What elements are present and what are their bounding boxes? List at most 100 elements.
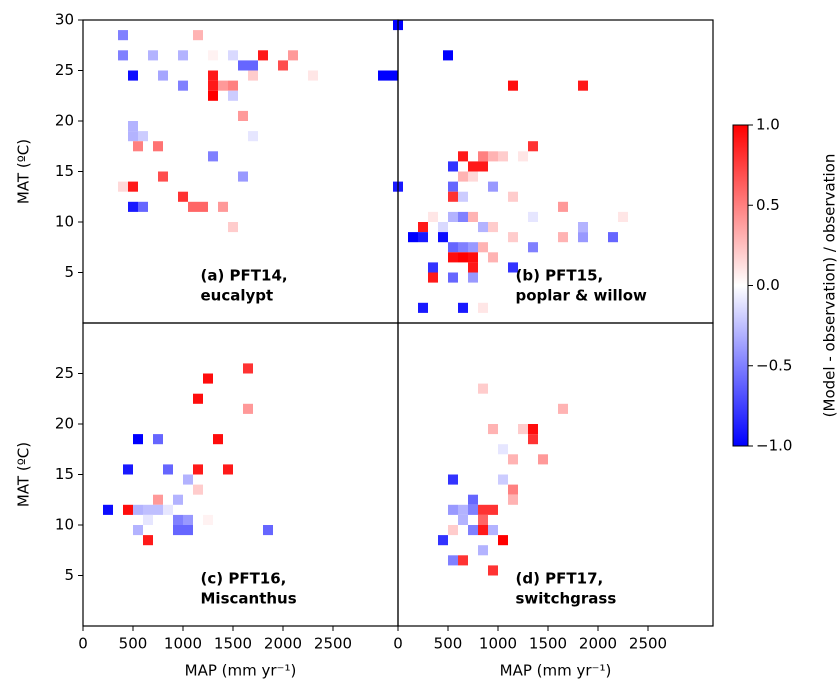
cell	[508, 484, 518, 495]
cell	[133, 525, 143, 536]
cell	[458, 191, 468, 202]
cell	[418, 222, 428, 233]
cell	[488, 565, 498, 576]
y-tick-label: 10	[55, 516, 74, 534]
y-tick-label: 30	[55, 11, 74, 29]
cell	[468, 252, 478, 263]
cell	[173, 514, 183, 525]
cell	[123, 504, 133, 515]
cell	[448, 555, 458, 566]
panel-annotation: (b) PFT15,	[516, 267, 604, 285]
cell	[458, 302, 468, 313]
cell	[133, 434, 143, 445]
cell	[478, 383, 488, 394]
cell	[223, 464, 233, 475]
panel-frame	[397, 322, 714, 627]
cell	[458, 504, 468, 515]
cell	[458, 555, 468, 566]
cell	[228, 222, 238, 233]
cell	[508, 80, 518, 91]
cell	[203, 514, 213, 525]
cell	[158, 70, 168, 81]
cell	[208, 90, 218, 101]
panel-annotation: eucalypt	[201, 287, 274, 305]
cell	[448, 161, 458, 172]
cell	[438, 222, 448, 233]
cell	[468, 242, 478, 253]
cell	[538, 454, 548, 465]
cell	[128, 201, 138, 212]
cell	[508, 494, 518, 505]
cell	[248, 60, 258, 71]
cell	[448, 504, 458, 515]
cell	[488, 424, 498, 435]
cell	[173, 494, 183, 505]
cell	[438, 232, 448, 243]
cell	[558, 232, 568, 243]
cell	[123, 464, 133, 475]
cell	[428, 262, 438, 273]
cell	[448, 272, 458, 283]
y-tick-label: 15	[55, 162, 74, 180]
cell	[208, 151, 218, 162]
cell	[478, 222, 488, 233]
cell	[178, 80, 188, 91]
cell	[428, 211, 438, 222]
cell	[458, 514, 468, 525]
cell	[308, 70, 318, 81]
cell	[128, 181, 138, 192]
x-tick-label: 1500	[214, 635, 252, 653]
cell	[163, 504, 173, 515]
cell	[213, 434, 223, 445]
cell	[488, 504, 498, 515]
y-axis-label: MAT (ºC)	[15, 442, 33, 507]
panel-annotation: switchgrass	[516, 590, 617, 608]
cell	[148, 50, 158, 61]
colorbar-tick-label: 1.0	[756, 116, 780, 134]
cell	[528, 242, 538, 253]
cell	[468, 272, 478, 283]
cell	[238, 60, 248, 71]
cell	[243, 363, 253, 374]
cell	[133, 504, 143, 515]
cell	[193, 464, 203, 475]
x-axis-label: MAP (mm yr⁻¹)	[185, 662, 297, 680]
cell	[448, 211, 458, 222]
cell	[118, 30, 128, 41]
cell	[173, 525, 183, 536]
cell	[528, 141, 538, 152]
cell	[528, 434, 538, 445]
x-tick-label: 0	[393, 635, 403, 653]
cell	[238, 171, 248, 182]
cell	[208, 70, 218, 81]
cell	[468, 494, 478, 505]
cell	[158, 171, 168, 182]
cell	[428, 272, 438, 283]
cell	[248, 70, 258, 81]
cell	[128, 121, 138, 132]
colorbar-tick-label: −0.5	[756, 356, 792, 374]
cell	[163, 464, 173, 475]
cell	[183, 474, 193, 485]
colorbar-tick-label: 0.0	[756, 276, 780, 294]
cell	[448, 525, 458, 536]
cell	[448, 181, 458, 192]
x-tick-label: 2500	[629, 635, 667, 653]
cell	[153, 141, 163, 152]
cell	[578, 80, 588, 91]
cell	[118, 181, 128, 192]
panel-annotation: (c) PFT16,	[201, 570, 287, 588]
cell	[143, 504, 153, 515]
cell	[448, 242, 458, 253]
colorbar	[732, 124, 749, 447]
cell	[518, 424, 528, 435]
cell	[498, 535, 508, 546]
cell	[288, 50, 298, 61]
cell	[578, 222, 588, 233]
cell	[103, 504, 113, 515]
cell	[478, 151, 488, 162]
cell	[468, 525, 478, 536]
cell	[248, 131, 258, 142]
cell	[528, 211, 538, 222]
